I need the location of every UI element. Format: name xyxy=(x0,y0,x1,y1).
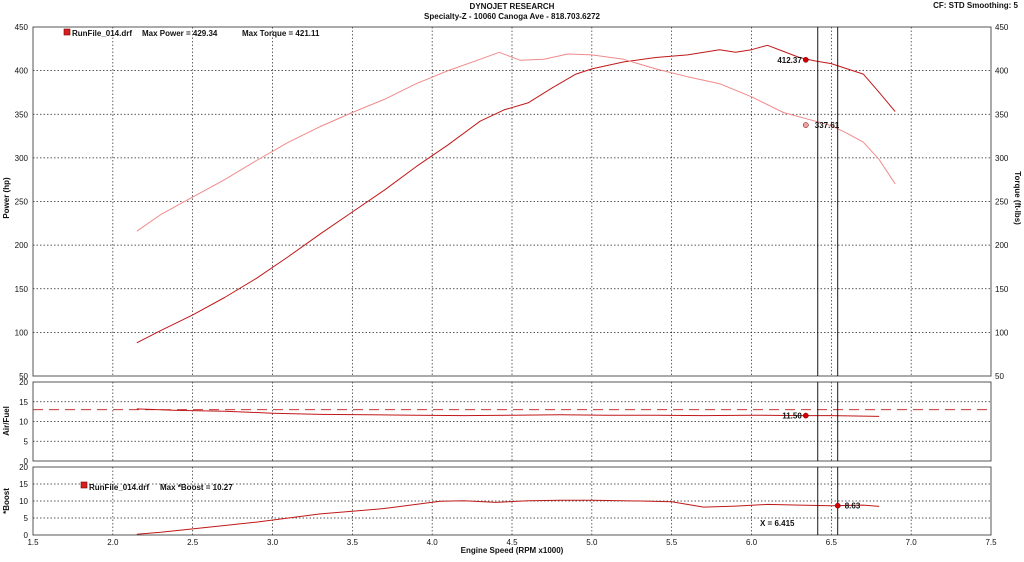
legend-swatch-icon xyxy=(63,28,71,36)
marker-value-label: 8.63 xyxy=(845,502,861,511)
y-tick-label: 15 xyxy=(19,480,28,489)
cursor-x-label: X = 6.415 xyxy=(760,519,795,528)
legend-swatch-icon xyxy=(80,481,88,489)
y-tick-label-right: 450 xyxy=(995,23,1009,32)
x-tick-label: 4.0 xyxy=(427,538,439,547)
x-tick-label: 1.5 xyxy=(27,538,39,547)
x-tick-label: 7.5 xyxy=(985,538,997,547)
settings-info: CF: STD Smoothing: 5 xyxy=(933,1,1018,10)
grid-layer xyxy=(33,27,991,535)
x-tick-label: 6.0 xyxy=(746,538,758,547)
legend-file: RunFile_014.drf xyxy=(72,29,132,38)
boost-legend: RunFile_014.drf Max *Boost = 10.27 xyxy=(80,481,233,492)
air-fuel-series-line xyxy=(136,408,880,417)
data-marker xyxy=(834,502,841,509)
x-axis-title: Engine Speed (RPM x1000) xyxy=(461,546,564,555)
y-tick-label: 10 xyxy=(19,418,28,427)
data-marker xyxy=(802,412,809,419)
y-tick-label: 250 xyxy=(15,198,29,207)
boost-series-line xyxy=(136,499,880,535)
marker-layer: 412.37 337.61 11.50 8.63 xyxy=(777,27,861,535)
y-tick-label-right: 250 xyxy=(995,198,1009,207)
x-tick-label: 2.0 xyxy=(107,538,119,547)
y-tick-label: 450 xyxy=(15,23,29,32)
y-tick-label: 200 xyxy=(15,241,29,250)
marker-value-label: 11.50 xyxy=(782,412,802,421)
marker-value-label: 337.61 xyxy=(815,121,840,130)
x-tick-label: 4.5 xyxy=(506,538,518,547)
shop-info: Specialty-Z - 10060 Canoga Ave - 818.703… xyxy=(424,12,600,21)
y-tick-label-right: 350 xyxy=(995,110,1009,119)
y-tick-label: 350 xyxy=(15,110,29,119)
legend-max-torque: Max Torque = 421.11 xyxy=(242,29,320,38)
y-tick-label-right: 400 xyxy=(995,67,1009,76)
x-tick-label: 5.5 xyxy=(666,538,678,547)
y-tick-label: 0 xyxy=(24,457,29,466)
data-marker xyxy=(802,122,809,128)
boost-axis-title: *Boost xyxy=(2,488,11,514)
series-layer xyxy=(33,44,991,535)
boost-legend-max: Max *Boost = 10.27 xyxy=(160,483,233,492)
x-tick-label: 3.0 xyxy=(267,538,279,547)
y-tick-label: 5 xyxy=(24,514,29,523)
tick-labels: 1.5 2.0 2.5 3.0 3.5 4.0 4.5 5.0 5.5 6.0 6.5 7.0 7.5 5… xyxy=(15,23,1009,547)
torque-axis-title: Torque (ft-lbs) xyxy=(1013,171,1022,225)
power-series-line xyxy=(136,44,896,344)
y-tick-label-right: 150 xyxy=(995,285,1009,294)
x-tick-label: 3.5 xyxy=(347,538,359,547)
x-tick-label: 2.5 xyxy=(187,538,199,547)
y-tick-label: 0 xyxy=(24,531,29,540)
y-tick-label: 10 xyxy=(19,497,28,506)
boost-legend-file: RunFile_014.drf xyxy=(89,483,149,492)
power-axis-title: Power (hp) xyxy=(2,177,11,219)
y-tick-label: 300 xyxy=(15,154,29,163)
y-tick-label: 400 xyxy=(15,67,29,76)
y-tick-label: 15 xyxy=(19,398,28,407)
x-tick-label: 7.0 xyxy=(906,538,918,547)
y-tick-label-right: 50 xyxy=(995,372,1004,381)
y-tick-label: 20 xyxy=(19,378,28,387)
power-legend: RunFile_014.drf Max Power = 429.34 Max T… xyxy=(63,28,320,38)
company-title: DYNOJET RESEARCH xyxy=(470,2,555,11)
y-tick-label: 150 xyxy=(15,285,29,294)
y-tick-label-right: 200 xyxy=(995,241,1009,250)
data-marker xyxy=(802,56,809,63)
y-tick-label: 5 xyxy=(24,437,29,446)
x-tick-label: 6.5 xyxy=(826,538,838,547)
y-tick-label-right: 300 xyxy=(995,154,1009,163)
y-tick-label-right: 100 xyxy=(995,328,1009,337)
x-tick-label: 5.0 xyxy=(586,538,598,547)
y-tick-label: 20 xyxy=(19,463,28,472)
y-tick-label: 100 xyxy=(15,328,29,337)
afr-axis-title: Air/Fuel xyxy=(2,406,11,436)
y-tick-label: 50 xyxy=(19,372,28,381)
marker-value-label: 412.37 xyxy=(777,56,802,65)
torque-series-line xyxy=(136,51,896,232)
legend-max-power: Max Power = 429.34 xyxy=(142,29,218,38)
